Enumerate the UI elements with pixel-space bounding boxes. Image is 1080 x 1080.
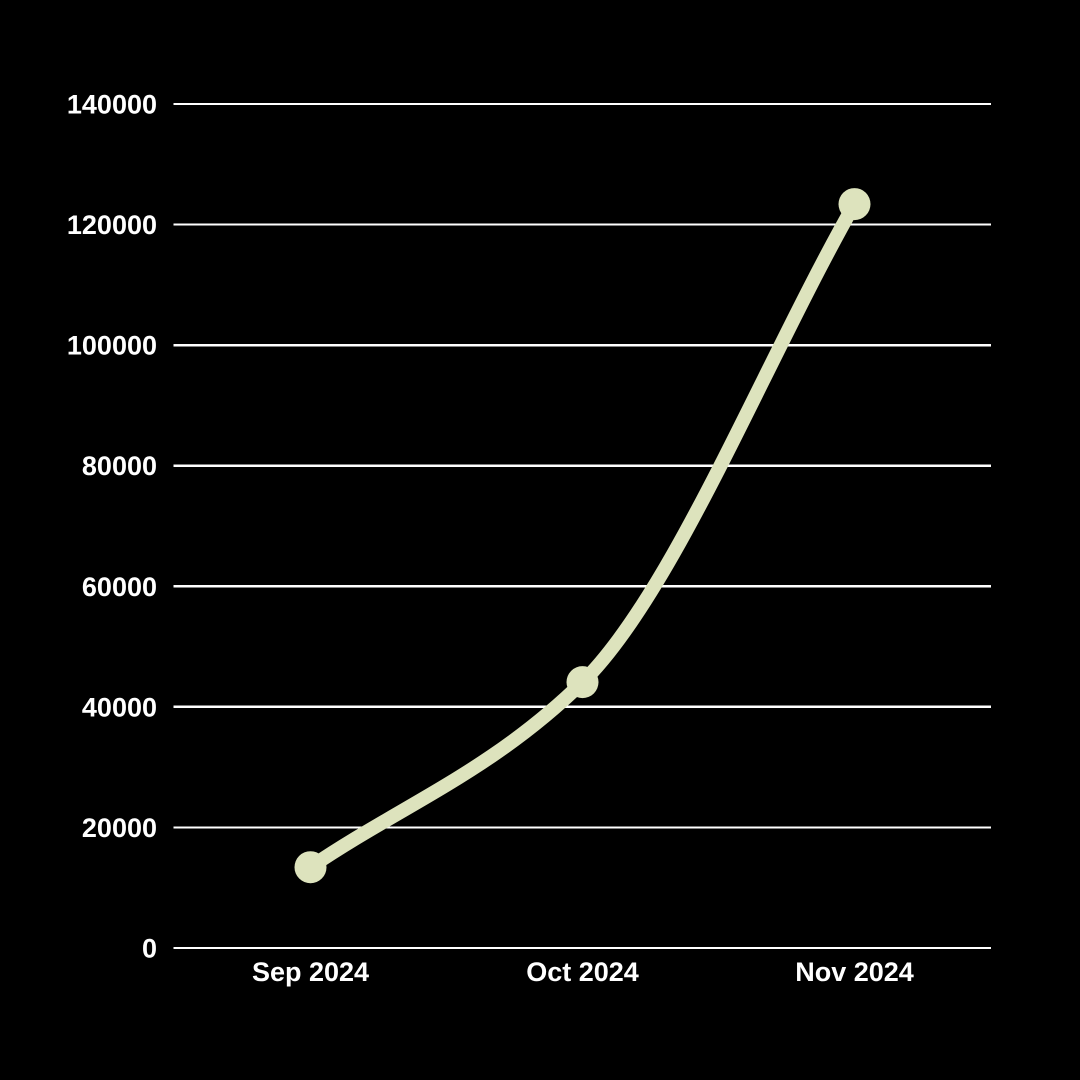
y-tick-label: 40000 <box>82 692 157 722</box>
x-tick-label: Nov 2024 <box>795 957 914 987</box>
y-tick-label: 20000 <box>82 813 157 843</box>
x-tick-label: Sep 2024 <box>252 957 369 987</box>
gridlines <box>173 102 991 950</box>
y-tick-label: 100000 <box>67 331 157 361</box>
y-tick-label: 80000 <box>82 451 157 481</box>
y-axis-labels: 0 20000 40000 60000 80000 100000 120000 140000 <box>67 90 157 964</box>
data-point-marker <box>838 188 871 221</box>
data-point-marker <box>566 666 599 699</box>
y-tick-label: 0 <box>142 934 157 964</box>
x-axis-labels: Sep 2024 Oct 2024 Nov 2024 <box>252 957 914 987</box>
series-line <box>303 197 862 875</box>
y-tick-label: 140000 <box>67 90 157 120</box>
x-tick-label: Oct 2024 <box>526 957 639 987</box>
y-tick-label: 120000 <box>67 210 157 240</box>
data-points <box>294 188 871 884</box>
y-tick-label: 60000 <box>82 572 157 602</box>
data-point-marker <box>294 851 327 884</box>
